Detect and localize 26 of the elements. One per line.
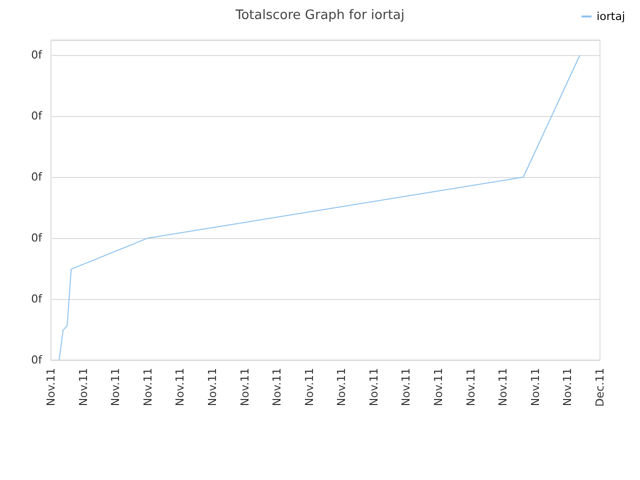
x-tick-label: Nov.11 [44,368,58,406]
x-tick-label: Nov.11 [174,368,187,406]
x-tick-label: Nov.11 [400,368,413,406]
text: 0f [31,110,44,123]
x-tick-label: Nov.11 [464,368,478,406]
x-tick-label: Nov.11 [76,368,90,406]
x-tick-label: Nov.11 [270,368,284,406]
x-tick-label: Nov.11 [367,368,380,406]
x-tick-label: Nov.11 [561,368,574,406]
x-tick-label: Nov.11 [206,368,219,406]
text: 0f [31,48,44,62]
text: 0f [31,292,44,306]
text: 0f [31,170,44,184]
x-tick-label: Nov.11 [432,368,446,406]
x-tick-label: Nov.11 [528,368,542,406]
x-tick-label: Nov.11 [109,368,122,406]
legend-label: iortaj [596,10,626,23]
x-tick-label: Nov.11 [496,368,510,406]
x-tick-label: Nov.11 [141,368,154,406]
x-tick-label: Dec.11 [594,368,606,407]
x-tick-label: Nov.11 [335,368,348,406]
x-tick-label: Nov.11 [302,368,316,406]
chart-title: Totalscore Graph for iortaj [234,8,405,23]
x-tick-label: Nov.11 [238,368,252,406]
text: 0f [31,354,44,366]
text: 0f [31,232,44,245]
